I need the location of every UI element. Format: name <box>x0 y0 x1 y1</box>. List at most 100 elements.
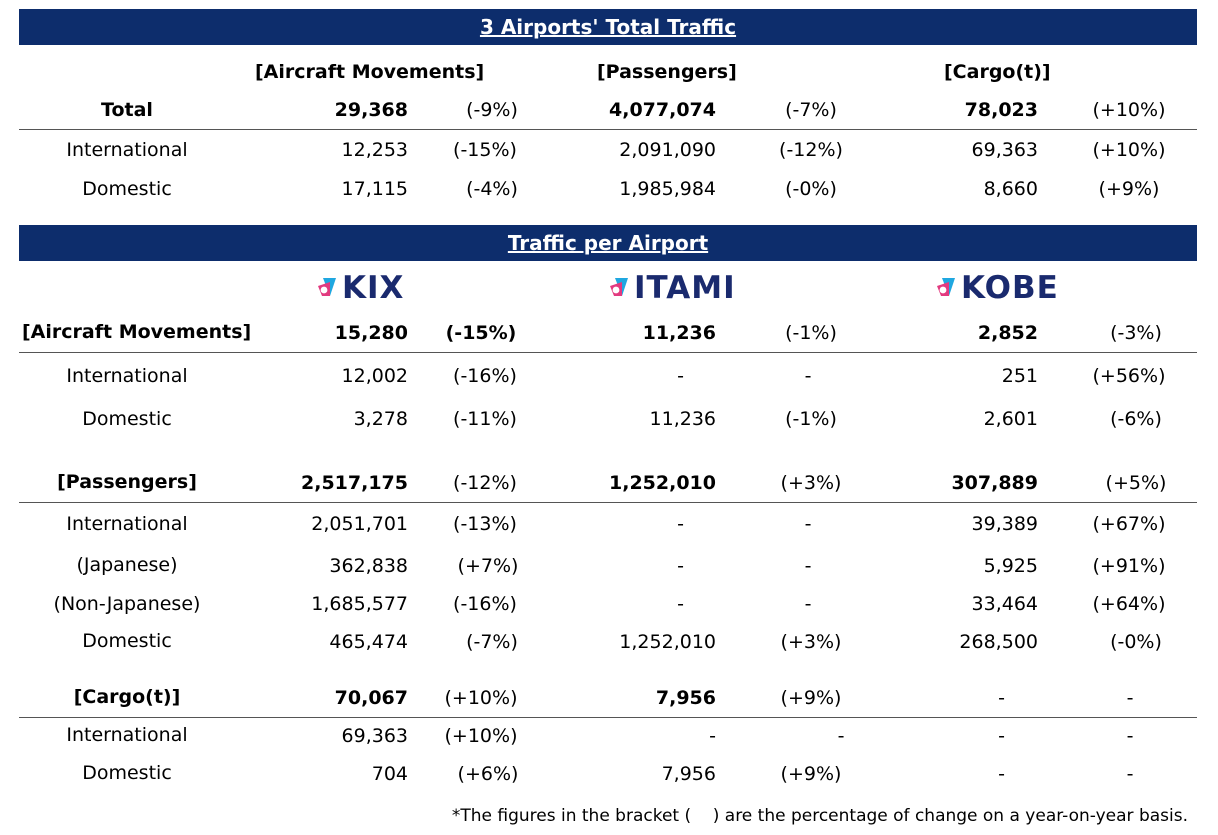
section-label: [Aircraft Movements] <box>22 321 252 343</box>
kix-logo: KIX <box>314 270 404 306</box>
kix-change: (-7%) <box>466 631 518 653</box>
cargo-change: (+10%) <box>1092 139 1166 161</box>
kobe-value: 268,500 <box>959 631 1038 653</box>
movements-change: (-15%) <box>453 139 517 161</box>
kix-value: 3,278 <box>353 408 408 430</box>
section-label: [Cargo(t)] <box>73 686 181 708</box>
kobe-change: (+5%) <box>1105 472 1167 494</box>
divider <box>19 129 1197 130</box>
kix-change: (-15%) <box>445 322 517 344</box>
itami-value: - <box>677 555 684 577</box>
cargo-value: 78,023 <box>964 99 1038 121</box>
kobe-change: (+56%) <box>1092 365 1166 387</box>
kix-change: (-16%) <box>453 365 517 387</box>
kobe-change: - <box>1126 687 1134 709</box>
row-label: International <box>66 365 188 387</box>
itami-logo: ITAMI <box>606 270 736 306</box>
kix-change: (+10%) <box>444 687 518 709</box>
divider <box>19 717 1197 718</box>
row-label: International <box>66 139 188 161</box>
divider <box>19 502 1197 503</box>
itami-change: (-1%) <box>785 322 837 344</box>
kobe-logo-text: KOBE <box>961 270 1059 306</box>
kobe-change: (-3%) <box>1110 322 1162 344</box>
total-traffic-banner: 3 Airports' Total Traffic <box>19 9 1197 45</box>
itami-value: 1,252,010 <box>609 472 716 494</box>
kix-value: 12,002 <box>341 365 408 387</box>
passengers-value: 2,091,090 <box>619 139 716 161</box>
header-aircraft-movements: [Aircraft Movements] <box>255 61 485 83</box>
kobe-change: (+91%) <box>1092 555 1166 577</box>
kobe-value: 5,925 <box>983 555 1038 577</box>
movements-value: 29,368 <box>334 99 408 121</box>
itami-change: - <box>837 725 845 747</box>
kix-change: (-13%) <box>453 513 517 535</box>
passengers-value: 1,985,984 <box>619 178 716 200</box>
kix-value: 2,051,701 <box>311 513 408 535</box>
itami-value: - <box>677 593 684 615</box>
itami-value: - <box>709 725 716 747</box>
row-label: (Japanese) <box>76 554 178 576</box>
kobe-value: 2,852 <box>977 322 1038 344</box>
airport-mark-icon <box>318 278 336 296</box>
divider <box>19 352 1197 353</box>
kobe-change: - <box>1126 725 1134 747</box>
itami-change: (+3%) <box>780 631 842 653</box>
kobe-value: 2,601 <box>983 408 1038 430</box>
total-traffic-title: 3 Airports' Total Traffic <box>479 15 737 39</box>
itami-value: 1,252,010 <box>619 631 716 653</box>
kix-value: 704 <box>371 763 408 785</box>
kobe-change: (-6%) <box>1110 408 1162 430</box>
itami-change: (+9%) <box>780 763 842 785</box>
movements-change: (-4%) <box>466 178 518 200</box>
kix-change: (-16%) <box>453 593 517 615</box>
kix-value: 465,474 <box>329 631 408 653</box>
kobe-value: - <box>998 763 1005 785</box>
itami-logo-text: ITAMI <box>634 270 736 306</box>
itami-change: (-1%) <box>785 408 837 430</box>
cargo-change: (+9%) <box>1098 178 1160 200</box>
itami-value: 11,236 <box>642 322 716 344</box>
itami-change: - <box>804 365 812 387</box>
itami-value: - <box>677 365 684 387</box>
kobe-change: (+67%) <box>1092 513 1166 535</box>
row-label: Domestic <box>82 762 172 784</box>
itami-change: (+9%) <box>780 687 842 709</box>
kix-value: 70,067 <box>334 687 408 709</box>
kobe-value: 307,889 <box>951 472 1038 494</box>
row-label: Domestic <box>82 178 172 200</box>
airport-mark-icon <box>937 278 955 296</box>
header-cargo: [Cargo(t)] <box>944 61 1051 83</box>
movements-change: (-9%) <box>466 99 518 121</box>
cargo-value: 69,363 <box>971 139 1038 161</box>
movements-value: 12,253 <box>341 139 408 161</box>
itami-change: - <box>804 593 812 615</box>
itami-change: - <box>804 513 812 535</box>
row-label: Domestic <box>82 408 172 430</box>
row-label: International <box>66 513 188 535</box>
kobe-change: (+64%) <box>1092 593 1166 615</box>
kix-value: 69,363 <box>341 725 408 747</box>
row-label: International <box>66 724 188 746</box>
per-airport-title: Traffic per Airport <box>507 231 709 255</box>
kix-change: (+7%) <box>457 555 519 577</box>
itami-value: 11,236 <box>649 408 716 430</box>
row-label: Total <box>101 99 153 121</box>
airport-mark-icon <box>610 278 628 296</box>
passengers-change: (-12%) <box>779 139 843 161</box>
kix-change: (-11%) <box>453 408 517 430</box>
passengers-change: (-0%) <box>785 178 837 200</box>
kobe-value: 251 <box>1001 365 1038 387</box>
itami-value: 7,956 <box>655 687 716 709</box>
per-airport-banner: Traffic per Airport <box>19 225 1197 261</box>
cargo-value: 8,660 <box>983 178 1038 200</box>
kix-value: 2,517,175 <box>301 472 408 494</box>
kix-change: (-12%) <box>453 472 517 494</box>
passengers-value: 4,077,074 <box>609 99 716 121</box>
itami-change: - <box>804 555 812 577</box>
itami-value: - <box>677 513 684 535</box>
kobe-logo: KOBE <box>933 270 1059 306</box>
kobe-change: - <box>1126 763 1134 785</box>
kix-change: (+10%) <box>444 725 518 747</box>
kobe-value: - <box>998 687 1005 709</box>
